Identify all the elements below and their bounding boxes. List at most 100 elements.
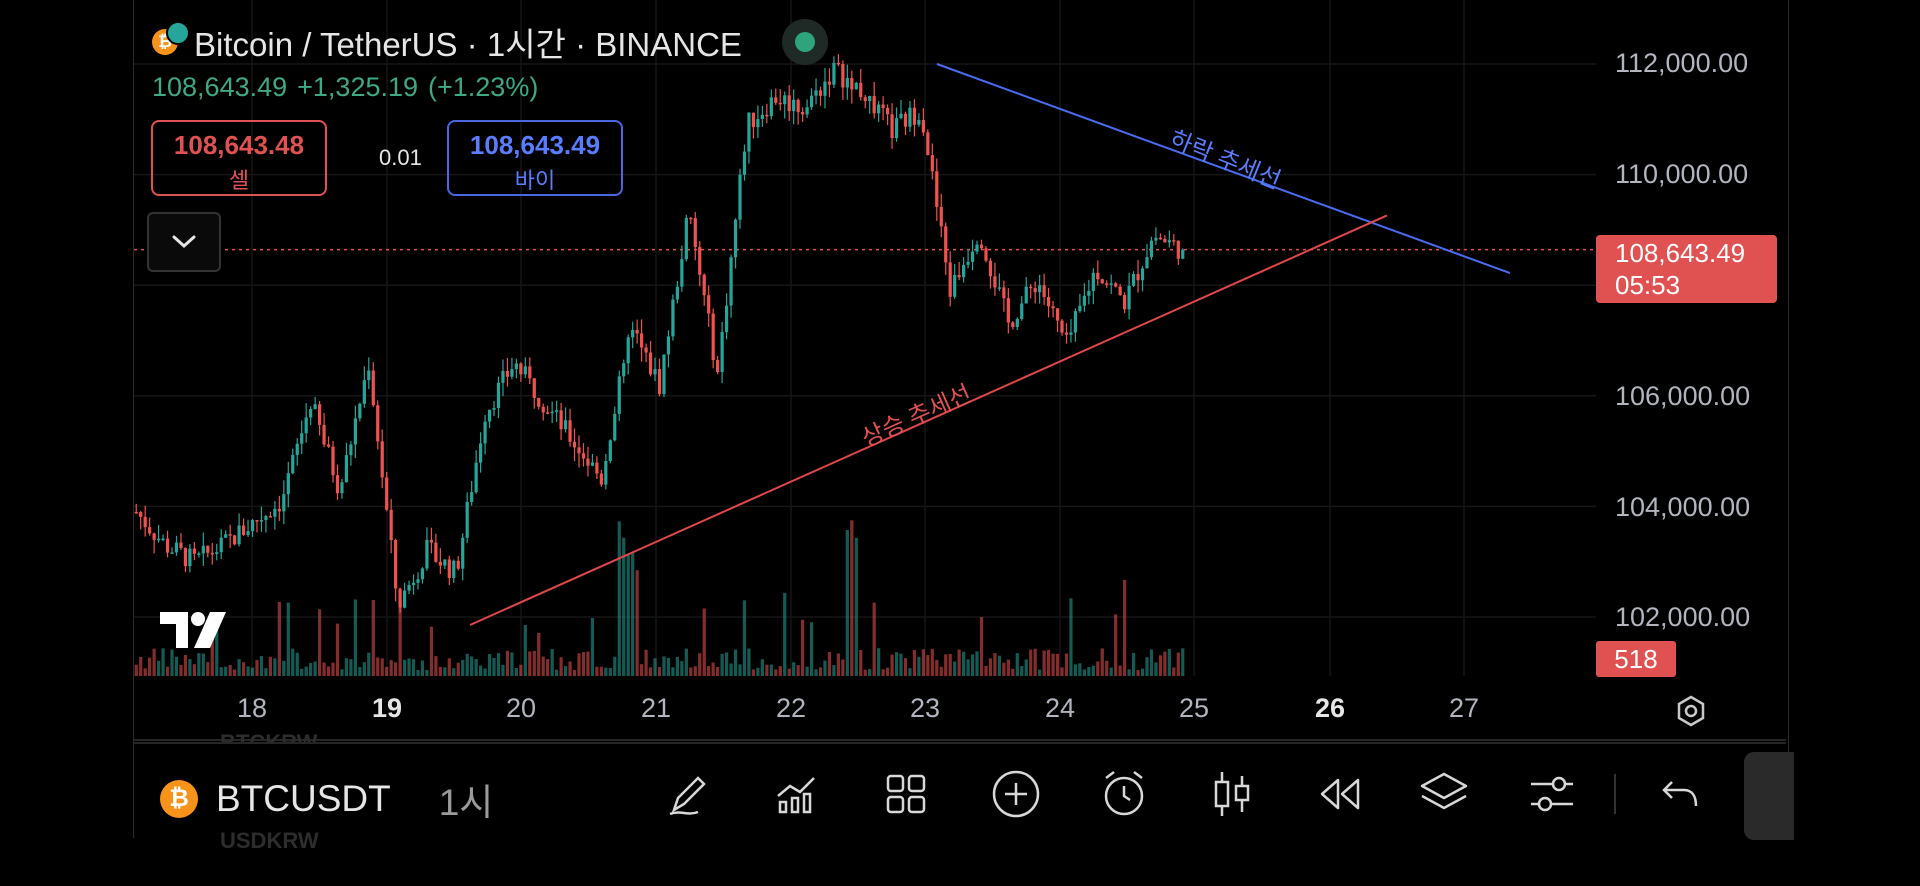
volume-bar: [501, 664, 505, 676]
candle-body: [358, 403, 362, 419]
candle-body: [590, 462, 595, 466]
volume-bar: [1082, 669, 1086, 676]
volume-bar: [988, 658, 993, 676]
candle-body: [389, 509, 393, 540]
uptrend-line: [469, 214, 1388, 626]
volume-bar: [295, 652, 299, 676]
volume-bar: [908, 668, 912, 676]
price-chart[interactable]: [0, 0, 1920, 742]
candle-type-icon[interactable]: [1204, 766, 1260, 822]
volume-bar: [881, 669, 885, 676]
volume-bar: [577, 653, 581, 676]
drawing-icon[interactable]: [660, 766, 716, 822]
volume-bar: [769, 664, 773, 676]
candle-body: [563, 420, 568, 430]
candle-body: [1127, 285, 1131, 310]
candle-body: [809, 95, 814, 108]
volume-bar: [416, 669, 420, 676]
volume-bar: [1123, 579, 1127, 676]
volume-bar: [340, 669, 344, 676]
volume-bar: [143, 668, 147, 676]
volume-bar: [917, 656, 921, 676]
undo-icon[interactable]: [1652, 766, 1708, 822]
volume-bar: [1145, 657, 1149, 676]
volume-bar: [1140, 668, 1145, 676]
tradingview-logo: [158, 610, 228, 655]
symbol-header[interactable]: ₿ Bitcoin / TetherUS · 1시간 · BINANCE: [152, 18, 828, 66]
candle-body: [492, 408, 496, 410]
candle-body: [1033, 288, 1037, 293]
volume-bar: [434, 656, 438, 676]
volume-bar: [733, 649, 738, 676]
candle-body: [188, 548, 192, 567]
candle-body: [183, 548, 188, 567]
layout-icon[interactable]: [878, 766, 934, 822]
time-axis-label: 26: [1314, 693, 1346, 723]
candle-body: [246, 531, 250, 535]
price-axis-label: 112,000.00: [1615, 48, 1749, 78]
volume-bar: [926, 655, 930, 676]
sell-button[interactable]: 108,643.48 셀: [151, 120, 327, 196]
candle-body: [617, 376, 621, 414]
volume-bar: [546, 659, 550, 676]
buy-button[interactable]: 108,643.49 바이: [447, 120, 623, 196]
volume-bar: [774, 669, 778, 676]
candle-body: [908, 107, 912, 127]
price-axis-label: 106,000.00: [1615, 381, 1751, 411]
market-status-icon[interactable]: [781, 19, 828, 65]
volume-bar: [519, 664, 523, 676]
add-icon[interactable]: [988, 766, 1044, 822]
candle-body: [944, 226, 948, 263]
candle-body: [1073, 311, 1078, 333]
candle-body: [197, 553, 201, 556]
volume-bar: [997, 655, 1001, 676]
more-tools-handle[interactable]: [1744, 752, 1794, 840]
volume-bar: [1149, 649, 1154, 676]
symbol-title[interactable]: Bitcoin / TetherUS · 1시간 · BINANCE: [194, 26, 742, 63]
volume-bar: [385, 666, 389, 676]
chart-settings-icon[interactable]: [1673, 693, 1709, 734]
volume-bar: [635, 570, 639, 676]
candle-body: [698, 247, 702, 275]
volume-bar: [814, 669, 818, 676]
candle-body: [644, 347, 648, 353]
collapse-button[interactable]: [147, 212, 221, 272]
candle-body: [751, 112, 756, 128]
volume-bar: [402, 659, 407, 676]
candle-body: [680, 259, 684, 287]
candle-body: [1038, 285, 1042, 293]
candle-body: [1136, 274, 1140, 281]
layers-icon[interactable]: [1416, 766, 1472, 822]
candle-body: [143, 516, 147, 528]
volume-bar: [376, 657, 380, 676]
volume-bar: [957, 649, 961, 676]
volume-bar: [318, 609, 322, 676]
candle-body: [832, 62, 836, 85]
volume-bar: [702, 608, 706, 676]
alert-icon[interactable]: [1096, 766, 1152, 822]
candle-body: [318, 404, 322, 425]
candle-body: [684, 217, 688, 260]
candle-body: [532, 378, 536, 398]
volume-bar: [1167, 648, 1171, 676]
indicators-icon[interactable]: [768, 766, 824, 822]
candle-body: [438, 561, 442, 566]
candle-body: [273, 508, 277, 517]
volume-bar: [241, 662, 246, 676]
settings-icon[interactable]: [1524, 766, 1580, 822]
volume-bar: [174, 656, 179, 676]
volume-bar: [801, 619, 805, 676]
symbol-selector[interactable]: ₿ BTCUSDT 1시: [160, 772, 493, 826]
price-axis-label: 110,000.00: [1615, 159, 1749, 189]
candle-body: [747, 112, 751, 152]
volume-bar: [984, 665, 988, 676]
replay-icon[interactable]: [1312, 766, 1368, 822]
candle-body: [219, 537, 223, 553]
volume-bar: [505, 650, 510, 676]
candle-body: [845, 78, 849, 88]
candle-body: [514, 363, 518, 370]
bitcoin-icon: ₿: [160, 780, 198, 818]
timeframe-selector[interactable]: 1시: [438, 782, 494, 823]
volume-bar: [496, 653, 501, 676]
volume-bar: [1114, 614, 1118, 676]
